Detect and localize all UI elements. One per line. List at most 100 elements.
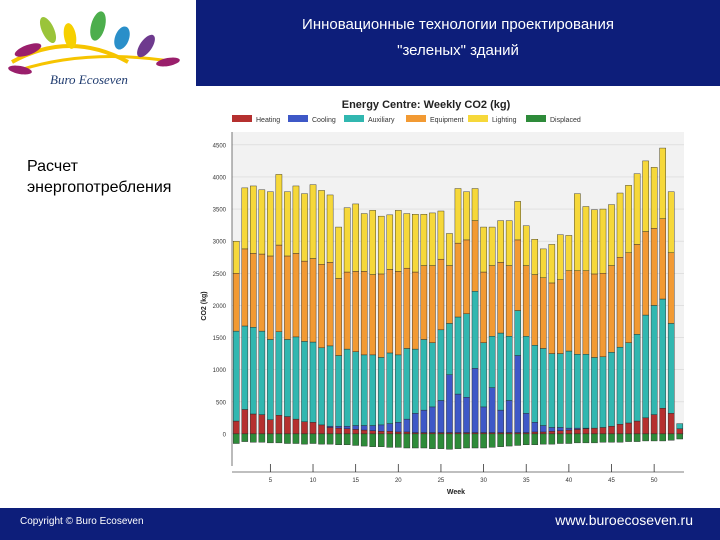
header-band: [196, 0, 720, 86]
bar-equipment: [352, 271, 359, 352]
bar-lighting: [540, 248, 547, 279]
bar-auxiliary: [301, 341, 308, 422]
bar-displaced: [659, 433, 666, 442]
legend-swatch-cooling: [288, 115, 308, 122]
bar-equipment: [267, 255, 274, 340]
bar-auxiliary: [676, 423, 684, 429]
bar-lighting: [250, 185, 257, 254]
bar-heating: [633, 420, 641, 435]
logo-leaves-icon: [8, 11, 180, 75]
co2-chart: Energy Centre: Weekly CO2 (kg) Heating Coo…: [201, 99, 684, 496]
bar-heating: [591, 427, 598, 435]
bar-lighting: [343, 207, 351, 273]
bar-displaced: [352, 433, 359, 446]
bar-displaced: [642, 433, 649, 442]
y-tick-label: 4000: [213, 175, 227, 181]
bar-displaced: [616, 433, 624, 443]
x-tick-label: 10: [310, 478, 317, 484]
bar-displaced: [267, 433, 274, 444]
bar-cooling: [360, 425, 368, 431]
bar-equipment: [659, 218, 666, 300]
bar-displaced: [557, 433, 564, 444]
bar-displaced: [232, 433, 240, 444]
bar-lighting: [241, 187, 249, 250]
bar-equipment: [488, 265, 496, 337]
bar-auxiliary: [292, 336, 300, 420]
footer-website-link[interactable]: www.buroecoseven.ru: [555, 512, 693, 528]
bar-lighting: [275, 174, 283, 246]
bar-equipment: [650, 228, 658, 306]
bar-lighting: [437, 210, 445, 260]
bar-cooling: [369, 425, 376, 431]
bar-lighting: [446, 233, 453, 266]
bar-lighting: [471, 188, 479, 221]
bar-displaced: [318, 433, 325, 445]
bar-displaced: [505, 433, 513, 447]
bar-auxiliary: [540, 348, 547, 426]
bar-displaced: [650, 433, 658, 442]
bar-auxiliary: [360, 354, 368, 426]
bar-displaced: [360, 433, 368, 447]
bar-auxiliary: [565, 350, 573, 429]
bar-equipment: [437, 258, 445, 331]
bar-auxiliary: [531, 345, 539, 423]
bar-equipment: [625, 252, 632, 343]
bar-cooling: [531, 422, 539, 433]
x-tick-label: 15: [352, 478, 359, 484]
bar-cooling: [386, 423, 394, 432]
bar-auxiliary: [463, 313, 470, 398]
bar-heating: [292, 418, 300, 435]
bar-equipment: [395, 271, 402, 356]
bar-lighting: [369, 210, 376, 275]
bar-equipment: [582, 270, 590, 355]
page-title-line1: Инновационные технологии проектирования: [302, 16, 614, 33]
bar-equipment: [497, 262, 504, 334]
bar-lighting: [284, 191, 291, 257]
bar-lighting: [599, 208, 607, 274]
bar-displaced: [377, 433, 385, 447]
bar-lighting: [267, 191, 274, 257]
bar-heating: [676, 428, 684, 435]
chart-title: Energy Centre: Weekly CO2 (kg): [342, 99, 511, 111]
bar-auxiliary: [514, 310, 521, 356]
bar-cooling: [488, 387, 496, 433]
bar-equipment: [480, 271, 487, 343]
bar-heating: [395, 431, 402, 435]
bar-auxiliary: [369, 354, 376, 426]
legend-swatch-displaced: [526, 115, 546, 122]
bar-auxiliary: [412, 348, 419, 414]
bar-displaced: [309, 433, 317, 444]
bar-displaced: [412, 433, 419, 449]
bar-equipment: [548, 282, 556, 354]
bar-equipment: [667, 252, 675, 324]
bar-displaced: [429, 433, 436, 449]
bar-displaced: [531, 433, 539, 446]
x-tick-label: 25: [438, 478, 445, 484]
legend-swatch-heating: [232, 115, 252, 122]
bar-displaced: [463, 433, 470, 449]
subtitle-line1: Расчет: [27, 158, 78, 175]
bar-cooling: [343, 425, 351, 429]
bar-heating: [650, 414, 658, 435]
y-tick-label: 500: [216, 400, 227, 406]
bar-equipment: [275, 244, 283, 332]
bar-cooling: [446, 374, 453, 433]
legend-label-auxiliary: Auxiliary: [368, 117, 395, 124]
bar-lighting: [232, 240, 240, 274]
bar-auxiliary: [608, 352, 615, 427]
bar-auxiliary: [326, 345, 334, 427]
bar-cooling: [548, 427, 556, 432]
bar-auxiliary: [599, 356, 607, 428]
bar-displaced: [488, 433, 496, 448]
bar-auxiliary: [633, 334, 641, 422]
bar-heating: [250, 413, 257, 435]
bar-auxiliary: [284, 339, 291, 417]
bar-displaced: [437, 433, 445, 449]
bar-auxiliary: [522, 336, 530, 414]
bar-cooling: [463, 397, 470, 433]
bar-displaced: [633, 433, 641, 442]
bar-cooling: [395, 422, 402, 433]
bar-equipment: [284, 255, 291, 340]
bar-auxiliary: [377, 357, 385, 426]
bar-heating: [275, 415, 283, 435]
